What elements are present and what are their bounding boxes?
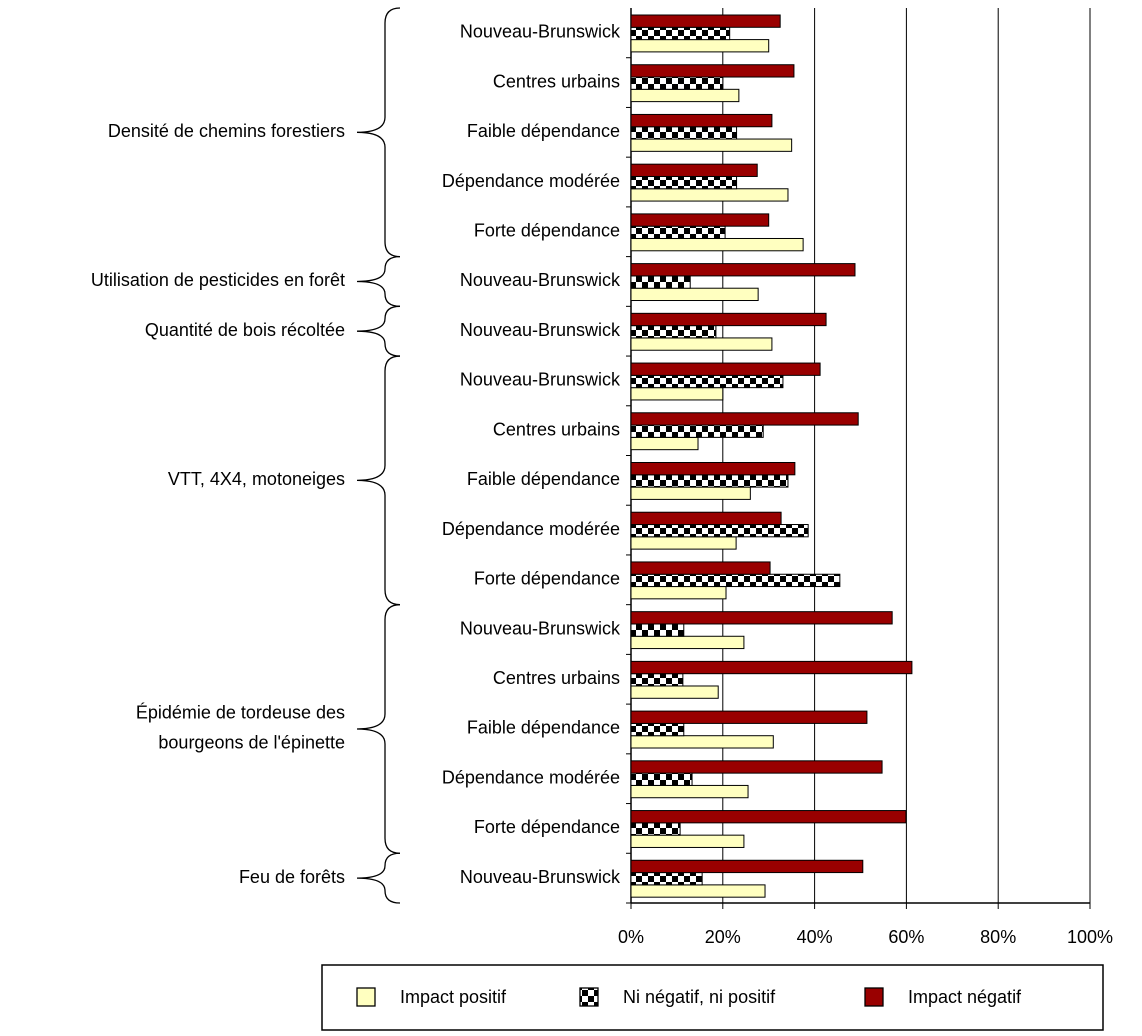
- category-label: Faible dépendance: [467, 469, 620, 489]
- bar: [630, 660, 913, 675]
- bar: [630, 611, 893, 625]
- bar: [630, 760, 883, 774]
- group-label: VTT, 4X4, motoneiges: [168, 469, 345, 489]
- bar: [630, 225, 726, 239]
- bar: [630, 26, 731, 41]
- category-label: Nouveau-Brunswick: [460, 270, 621, 290]
- category-label: Centres urbains: [493, 668, 620, 688]
- bar: [630, 424, 764, 438]
- bar: [630, 810, 907, 824]
- x-tick-label: 80%: [980, 927, 1016, 947]
- bar: [630, 573, 841, 588]
- group-label: Épidémie de tordeuse des: [136, 703, 345, 723]
- bar: [630, 784, 749, 799]
- bar: [630, 76, 724, 90]
- x-tick-label: 60%: [888, 927, 924, 947]
- group-label: Quantité de bois récoltée: [145, 320, 345, 340]
- group-bracket: [356, 355, 401, 606]
- category-label: Dépendance modérée: [442, 519, 620, 539]
- bar: [630, 735, 774, 749]
- legend-swatch: [356, 987, 376, 1007]
- legend-label: Impact positif: [400, 987, 507, 1007]
- category-label: Nouveau-Brunswick: [460, 370, 621, 390]
- bar: [630, 362, 821, 376]
- bar: [630, 872, 703, 886]
- group-bracket: [356, 7, 401, 258]
- legend-label: Ni négatif, ni positif: [623, 987, 776, 1007]
- bar: [630, 113, 773, 128]
- bar: [630, 175, 738, 190]
- bar: [630, 623, 685, 637]
- group-label: Utilisation de pesticides en forêt: [91, 270, 345, 290]
- category-label: Centres urbains: [493, 419, 620, 439]
- legend-swatch: [579, 987, 599, 1007]
- legend-label: Impact négatif: [908, 987, 1022, 1007]
- x-tick-label: 100%: [1067, 927, 1113, 947]
- bar: [630, 685, 719, 699]
- bar: [630, 635, 745, 650]
- bar: [630, 859, 864, 874]
- legend-box: [321, 964, 1104, 1031]
- bar: [630, 884, 766, 898]
- bar: [630, 188, 789, 202]
- bar: [630, 387, 724, 401]
- bar: [630, 722, 685, 737]
- bar: [630, 474, 789, 488]
- group-label: Densité de chemins forestiers: [108, 121, 345, 141]
- bar: [630, 561, 771, 575]
- category-label: Dépendance modérée: [442, 767, 620, 787]
- group-bracket: [356, 604, 401, 854]
- group-label: bourgeons de l'épinette: [158, 733, 345, 753]
- category-label: Nouveau-Brunswick: [460, 22, 621, 42]
- bar: [630, 237, 804, 252]
- category-label: Forte dépendance: [474, 817, 620, 837]
- legend-swatch: [864, 987, 884, 1007]
- bar: [630, 337, 773, 351]
- bar: [630, 536, 737, 550]
- x-tick-label: 20%: [705, 927, 741, 947]
- group-label: Feu de forêts: [239, 867, 345, 887]
- bar: [630, 275, 691, 289]
- bar: [630, 436, 699, 451]
- bar: [630, 486, 751, 500]
- bar: [630, 263, 856, 277]
- bar: [630, 524, 809, 538]
- category-label: Faible dépendance: [467, 718, 620, 738]
- bar: [630, 822, 681, 836]
- category-label: Centres urbains: [493, 71, 620, 91]
- bar: [630, 834, 745, 848]
- category-label: Nouveau-Brunswick: [460, 320, 621, 340]
- bar: [630, 39, 770, 53]
- bar: [630, 312, 827, 327]
- bar: [630, 138, 793, 152]
- bar: [630, 64, 795, 78]
- category-label: Dépendance modérée: [442, 171, 620, 191]
- bar: [630, 412, 859, 426]
- bar: [630, 325, 717, 339]
- bar: [630, 374, 784, 389]
- bar: [630, 586, 727, 600]
- bar: [630, 213, 770, 227]
- category-label: Faible dépendance: [467, 121, 620, 141]
- category-label: Forte dépendance: [474, 221, 620, 241]
- bar: [630, 710, 868, 724]
- bar: [630, 163, 758, 177]
- category-label: Nouveau-Brunswick: [460, 867, 621, 887]
- x-tick-label: 0%: [618, 927, 644, 947]
- bar: [630, 88, 740, 103]
- bar: [630, 511, 782, 526]
- group-bracket: [356, 852, 401, 904]
- bar: [630, 462, 796, 476]
- bar: [630, 673, 684, 687]
- category-label: Forte dépendance: [474, 569, 620, 589]
- bar: [630, 287, 759, 302]
- group-bracket: [356, 305, 401, 357]
- bar: [630, 126, 738, 140]
- x-tick-label: 40%: [797, 927, 833, 947]
- group-bracket: [356, 255, 401, 307]
- bar: [630, 14, 781, 28]
- category-label: Nouveau-Brunswick: [460, 618, 621, 638]
- bar: [630, 772, 693, 786]
